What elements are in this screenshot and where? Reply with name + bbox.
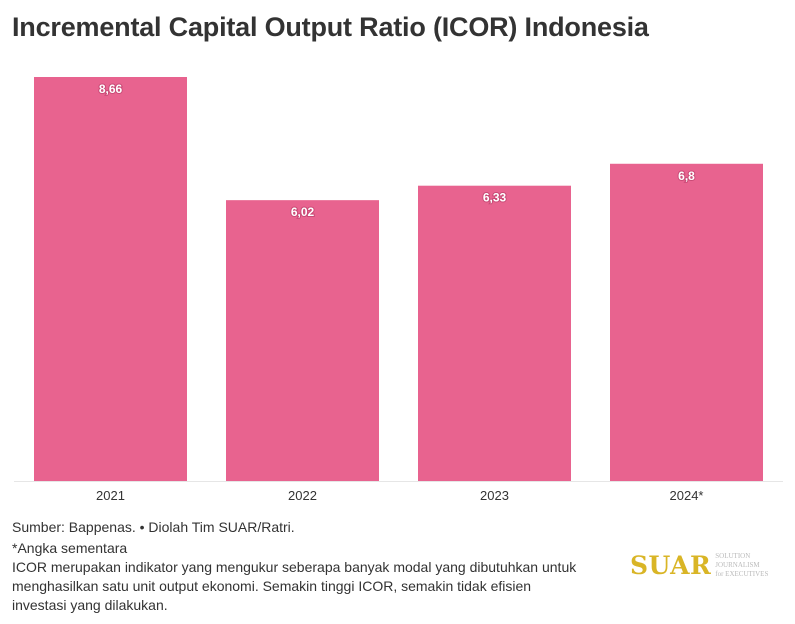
data-label: 6,02 [291,205,315,219]
bar-2023 [418,185,571,482]
logo-tagline: SOLUTION JOURNALISM for EXECUTIVES [715,552,795,579]
logo-wordmark: SUAR [630,551,712,580]
data-label: 6,8 [678,169,695,183]
x-tick-label: 2021 [96,488,125,503]
x-tick-label: 2022 [288,488,317,503]
logo-tagline-1: SOLUTION JOURNALISM [715,552,760,569]
bar-2021 [34,77,187,481]
source-note: Sumber: Bappenas. • Diolah Tim SUAR/Ratr… [12,519,295,535]
bar-chart: 8,66 2021 6,02 2022 6,33 2023 6,8 2024* [14,77,783,503]
suar-logo: SUAR SOLUTION JOURNALISM for EXECUTIVES [630,551,795,580]
logo-tagline-2: for EXECUTIVES [715,570,769,578]
bar-2022 [226,200,379,481]
description-line-1: ICOR merupakan indikator yang mengukur s… [12,559,577,575]
data-label: 8,66 [99,82,123,96]
provisional-note: *Angka sementara [12,540,128,556]
description-line-3: investasi yang dilakukan. [12,597,168,613]
chart-title: Incremental Capital Output Ratio (ICOR) … [12,12,649,42]
x-tick-label: 2023 [480,488,509,503]
x-tick-label: 2024* [670,488,704,503]
data-label: 6,33 [483,191,507,205]
description-line-2: menghasilkan satu unit output ekonomi. S… [12,578,532,594]
bar-2024* [610,163,763,481]
